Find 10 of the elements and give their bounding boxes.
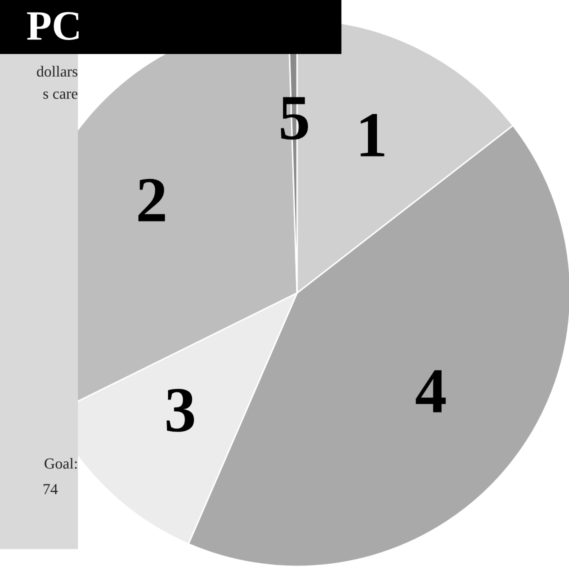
slice-label: 2: [138, 178, 165, 222]
slice-label: 4: [416, 370, 446, 412]
slice-label: 5: [280, 97, 308, 140]
text: Goal:: [44, 458, 77, 469]
slice-label: 1: [360, 114, 384, 156]
text: 74: [44, 484, 58, 494]
chart-title: PC: [26, 12, 79, 40]
text: dollars: [36, 66, 78, 77]
slice-label: 3: [166, 388, 194, 432]
text: s care: [43, 91, 78, 99]
